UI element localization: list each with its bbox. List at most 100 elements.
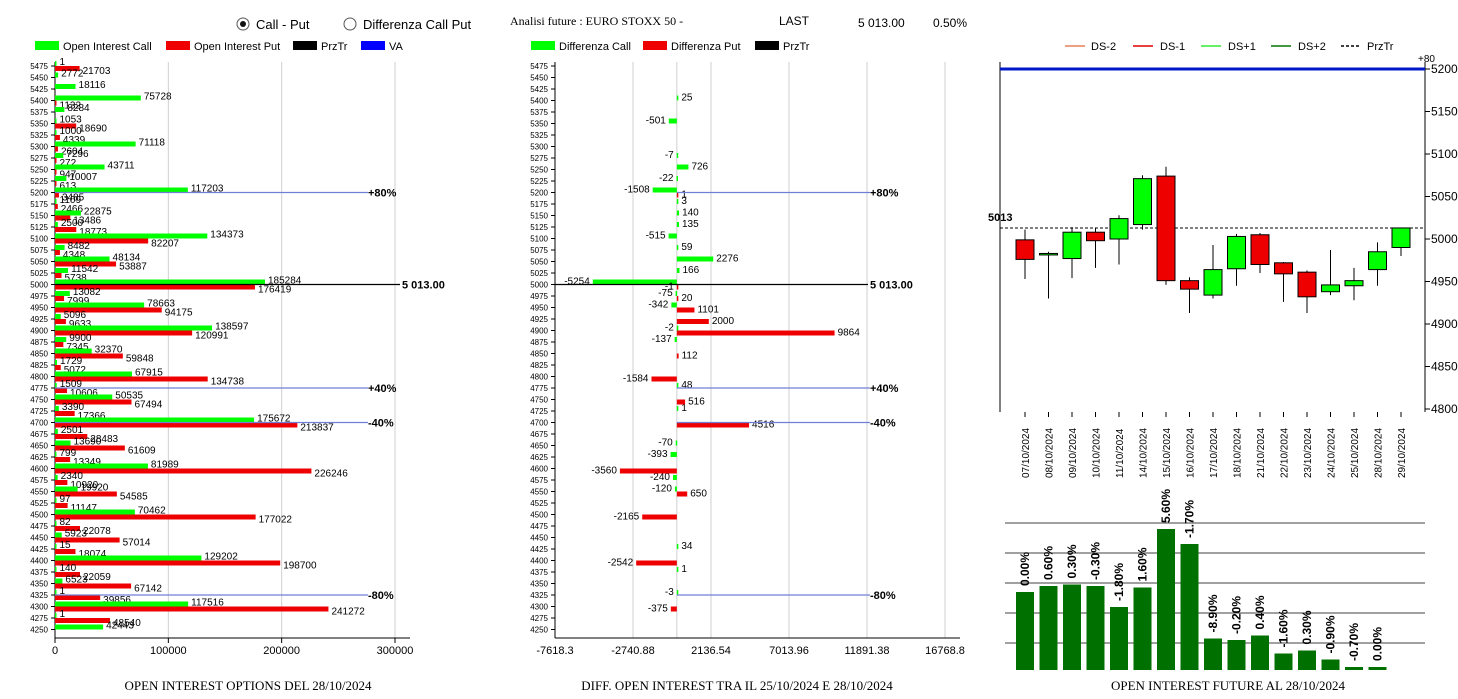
oi-strike-label: 4275 — [30, 614, 48, 623]
diff-call-value: 726 — [691, 162, 708, 173]
diff-strike-label: 5425 — [530, 85, 548, 94]
oi-strike-label: 4425 — [30, 545, 48, 554]
oi-call-bar — [55, 590, 57, 595]
oi-put-value: 39856 — [103, 595, 131, 606]
oi-call-bar — [55, 176, 67, 181]
diff-put-value: 112 — [682, 351, 698, 362]
diff-call-value: -515 — [646, 231, 666, 242]
diff-prztr-label: 5 013.00 — [870, 280, 913, 292]
future-oi-bar — [1157, 529, 1175, 670]
diff-strike-label: 5325 — [530, 131, 548, 140]
oi-va-label: +80% — [368, 188, 397, 200]
oi-call-value: 117203 — [191, 184, 224, 195]
oi-call-bar — [55, 394, 113, 400]
diff-put-value: -3560 — [591, 466, 617, 477]
candle-body — [1133, 178, 1152, 226]
oi-call-value: 15 — [60, 540, 72, 551]
oi-call-bar — [55, 118, 57, 124]
diff-strike-label: 4325 — [530, 591, 548, 600]
legend-label-va: VA — [389, 41, 404, 53]
diff-call-value: 166 — [682, 265, 699, 276]
oi-put-bar — [55, 353, 123, 359]
oi-put-value: 120991 — [195, 331, 229, 342]
oi-call-value: 18116 — [79, 80, 107, 91]
diff-call-value: -75 — [658, 288, 673, 299]
diff-xtick-label: -7618.3 — [536, 645, 573, 657]
future-ytick-label: 5000 — [1431, 232, 1458, 246]
oi-strike-label: 4500 — [30, 511, 48, 520]
radio-diff-circle[interactable] — [343, 17, 357, 31]
oi-put-value: 213837 — [300, 423, 334, 434]
diff-strike-label: 5175 — [530, 200, 548, 209]
oi-strike-label: 5200 — [30, 189, 48, 198]
legend-swatch-put — [166, 41, 190, 50]
future-oi-label: 0.60% — [1042, 546, 1056, 580]
oi-strike-label: 5075 — [30, 246, 48, 255]
future-date-label: 14/10/2024 — [1139, 428, 1150, 478]
oi-call-value: 5096 — [64, 310, 87, 321]
oi-call-value: 1729 — [60, 356, 83, 367]
oi-put-bar — [55, 388, 68, 393]
diff-xtick-label: 7013.96 — [769, 645, 809, 657]
oi-put-value: 4339 — [63, 135, 86, 146]
diff-strike-label: 4425 — [530, 545, 548, 554]
oi-strike-label: 4325 — [30, 591, 48, 600]
oi-call-value: 1509 — [60, 379, 83, 390]
diff-strike-label: 4450 — [530, 534, 548, 543]
diff-strike-label: 4400 — [530, 557, 548, 566]
diff-put-bar — [676, 319, 709, 324]
oi-put-bar — [55, 250, 60, 255]
diff-put-bar — [642, 514, 677, 520]
oi-put-value: 3485 — [62, 193, 85, 204]
oi-call-bar — [55, 567, 57, 572]
oi-call-bar — [55, 440, 71, 446]
legend-swatch-diff-put — [643, 41, 667, 50]
oi-strike-label: 4975 — [30, 292, 48, 301]
future-ytick-label: 5050 — [1431, 190, 1458, 204]
oi-call-bar — [55, 383, 57, 388]
radio-call-put[interactable]: Call - Put — [236, 17, 310, 32]
diff-strike-label: 5350 — [530, 120, 548, 129]
oi-put-bar — [55, 399, 132, 405]
oi-put-value: 21703 — [83, 66, 111, 77]
oi-put-value: 18773 — [79, 227, 107, 238]
oi-put-bar — [55, 549, 76, 554]
oi-call-value: 8284 — [67, 103, 90, 114]
future-candles-plot: 5200 5150 5100 5050 5000 4950 4900 4850 4800 +80 5… — [988, 54, 1458, 478]
oi-call-bar — [55, 141, 136, 147]
oi-call-value: 7296 — [66, 149, 89, 160]
oi-strike-label: 5450 — [30, 74, 48, 83]
oi-call-value: 138597 — [215, 322, 249, 333]
future-oi-label: 1.60% — [1136, 547, 1150, 581]
oi-put-bar — [55, 296, 65, 301]
diff-put-value: -2542 — [608, 558, 634, 569]
legend-label-call: Open Interest Call — [63, 41, 152, 53]
diff-call-bar — [676, 164, 689, 170]
diff-call-value: -120 — [652, 484, 672, 495]
oi-call-bar — [55, 314, 61, 319]
diff-strike-label: 4850 — [530, 350, 548, 359]
oi-put-value: 18074 — [78, 549, 106, 560]
future-oi-label: 0.40% — [1253, 595, 1267, 629]
oi-strike-label: 5250 — [30, 166, 48, 175]
radio-diff-call-put[interactable]: Differenza Call Put — [343, 17, 472, 32]
oi-put-value: 61609 — [128, 446, 156, 457]
future-oi-bar — [1063, 584, 1081, 670]
oi-put-bar — [55, 135, 60, 140]
oi-put-value: 272 — [60, 158, 77, 169]
diff-va-label: +40% — [870, 383, 899, 395]
oi-strike-label: 4525 — [30, 499, 48, 508]
oi-call-value: 3390 — [62, 402, 85, 413]
oi-va-label: -80% — [368, 590, 394, 602]
oi-call-bar — [55, 555, 202, 561]
diff-call-value: 140 — [682, 208, 699, 219]
diff-call-value: -3 — [665, 587, 674, 598]
oi-put-bar — [55, 123, 77, 129]
diff-strike-label: 4475 — [530, 522, 548, 531]
diff-xtick-label: -2740.88 — [611, 645, 654, 657]
diff-va-label: -40% — [870, 418, 896, 430]
oi-call-value: 50535 — [115, 391, 143, 402]
candle-body — [1344, 280, 1364, 287]
legend-label-ds-1: DS-1 — [1160, 41, 1185, 53]
diff-va-label: -80% — [870, 590, 896, 602]
